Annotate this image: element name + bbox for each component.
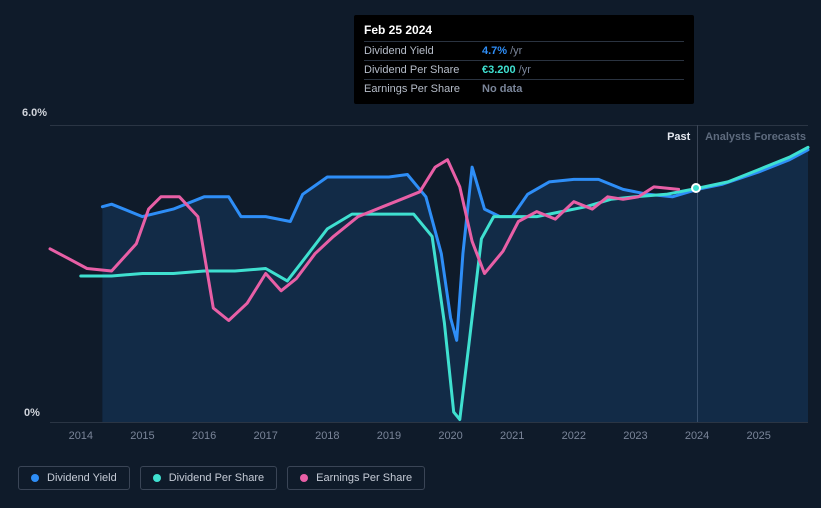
tooltip-row-value: No data: [482, 83, 522, 95]
tooltip-row-value: €3.200: [482, 64, 516, 76]
tooltip-row-value: 4.7%: [482, 45, 507, 57]
tooltip-row-label: Earnings Per Share: [364, 83, 482, 95]
tooltip-date: Feb 25 2024: [364, 21, 684, 41]
x-axis-tick: 2014: [69, 430, 93, 442]
legend-swatch: [31, 474, 39, 482]
x-axis-tick: 2025: [746, 430, 770, 442]
tooltip-row-label: Dividend Per Share: [364, 64, 482, 76]
legend-swatch: [300, 474, 308, 482]
x-axis-tick: 2015: [130, 430, 154, 442]
x-axis-tick: 2023: [623, 430, 647, 442]
tooltip-row-unit: /yr: [510, 45, 522, 57]
legend-label: Earnings Per Share: [316, 472, 412, 484]
x-axis-tick: 2024: [685, 430, 709, 442]
legend-label: Dividend Yield: [47, 472, 117, 484]
tooltip-row: Dividend Per Share€3.200/yr: [364, 60, 684, 79]
chart-legend: Dividend Yield Dividend Per Share Earnings…: [18, 466, 425, 490]
legend-item[interactable]: Earnings Per Share: [287, 466, 425, 490]
legend-label: Dividend Per Share: [169, 472, 264, 484]
tooltip-row-unit: /yr: [519, 64, 531, 76]
x-axis-tick: 2017: [253, 430, 277, 442]
x-axis: 2014 2015 2016 2017 2018 2019 2020 2021 2022 2023…: [50, 430, 808, 448]
legend-item[interactable]: Dividend Per Share: [140, 466, 277, 490]
legend-swatch: [153, 474, 161, 482]
legend-item[interactable]: Dividend Yield: [18, 466, 130, 490]
tooltip-row: Earnings Per ShareNo data: [364, 79, 684, 98]
tooltip-row: Dividend Yield4.7%/yr: [364, 41, 684, 60]
x-axis-tick: 2020: [438, 430, 462, 442]
tooltip-row-label: Dividend Yield: [364, 45, 482, 57]
x-axis-tick: 2019: [377, 430, 401, 442]
x-axis-tick: 2016: [192, 430, 216, 442]
dividend-chart: 6.0% 0% Past Analysts Forecasts 20142015…: [0, 0, 821, 508]
x-axis-tick: 2022: [562, 430, 586, 442]
x-axis-tick: 2021: [500, 430, 524, 442]
chart-tooltip: Feb 25 2024 Dividend Yield4.7%/yrDividen…: [354, 15, 694, 104]
x-axis-tick: 2018: [315, 430, 339, 442]
